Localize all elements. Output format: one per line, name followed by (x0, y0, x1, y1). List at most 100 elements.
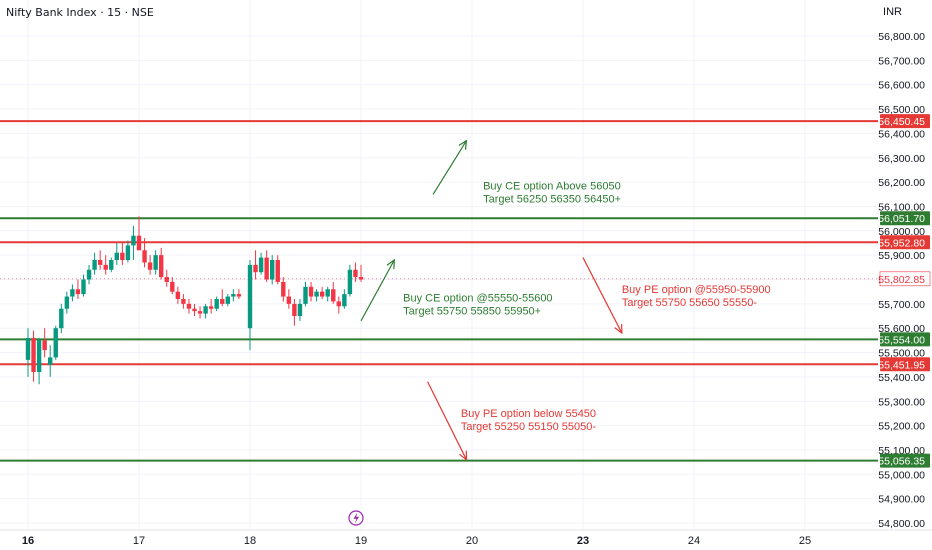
horizontal-levels (0, 120, 878, 462)
arrow-head (458, 450, 468, 461)
candle-body (97, 260, 103, 265)
level-price-label: 55,554.00 (878, 334, 925, 346)
chart-title: Nifty Bank Index · 15 · NSE (6, 6, 154, 19)
price-tick-label: 56,000.00 (878, 226, 925, 238)
annotation-line: Buy PE option @55950-55900 (622, 284, 771, 296)
arrow-head (458, 139, 468, 150)
price-tick-label: 56,600.00 (878, 80, 925, 92)
grid-lines (0, 0, 878, 530)
candle-body (286, 296, 292, 304)
candle-body (86, 269, 92, 280)
candle-body (75, 289, 81, 295)
candle-body (208, 306, 214, 309)
trade-annotations: Buy CE option Above 56050 Target 56250 56… (403, 180, 770, 433)
price-tick-label: 55,500.00 (878, 348, 925, 360)
candle-body (81, 279, 86, 295)
candle-body (136, 235, 142, 251)
candle-body (103, 264, 108, 270)
candle-body (308, 286, 314, 297)
price-tick-label: 56,100.00 (878, 201, 925, 213)
candle-body (220, 298, 225, 304)
trend-arrows (360, 139, 623, 461)
candle-body (236, 294, 242, 297)
annotation-line: Target 55250 55150 55050- (461, 421, 597, 433)
candle-body (70, 289, 75, 297)
candle-body (258, 257, 264, 273)
price-tick-label: 55,900.00 (878, 250, 925, 262)
level-price-label: 55,056.35 (878, 456, 925, 468)
candle-body (53, 328, 58, 358)
candle-body (331, 289, 336, 302)
candle-body (170, 281, 175, 292)
arrow-head (614, 324, 623, 335)
time-tick-label: 25 (799, 535, 811, 547)
candle-body (353, 269, 358, 278)
candle-body (197, 311, 203, 314)
candle-body (25, 337, 31, 360)
candle-body (325, 289, 330, 297)
candle-body (347, 269, 353, 295)
candle-body (292, 303, 297, 317)
annotation-line: Buy CE option Above 56050 (483, 180, 621, 192)
candle-body (131, 235, 136, 246)
candlestick-series (25, 216, 364, 385)
price-tick-label: 54,900.00 (878, 494, 925, 506)
price-tick-label: 55,200.00 (878, 421, 925, 433)
candle-body (59, 308, 64, 329)
time-axis[interactable]: 16 17 18 19 20 23 24 25 (0, 529, 932, 550)
time-tick-label: 23 (577, 535, 589, 547)
lightning-icon[interactable] (348, 510, 364, 526)
candle-body (303, 286, 308, 304)
candle-body (281, 281, 286, 297)
arrow-shaft (432, 140, 467, 195)
candle-body (192, 308, 197, 312)
candle-body (247, 264, 253, 329)
level-price-label-bg (880, 453, 930, 468)
annotation-line: Buy CE option @55550-55600 (403, 292, 552, 304)
price-tick-label: 55,300.00 (878, 396, 925, 408)
candle-body (214, 298, 219, 309)
time-axis-bg (0, 530, 932, 550)
price-tick-label: 56,200.00 (878, 177, 925, 189)
candle-body (109, 260, 114, 270)
arrow-shaft (427, 381, 467, 460)
annotation-line: Target 56250 56350 56450+ (483, 193, 621, 205)
candle-body (358, 277, 364, 280)
price-tick-label: 56,400.00 (878, 128, 925, 140)
candle-body (64, 296, 70, 309)
candle-body (120, 252, 125, 261)
price-tick-label: 55,700.00 (878, 299, 925, 311)
price-tick-label: 56,800.00 (878, 31, 925, 43)
price-tick-label: 55,000.00 (878, 469, 925, 481)
annotation-line: Target 55750 55650 55550- (622, 297, 758, 309)
level-price-label: 56,450.45 (878, 116, 925, 128)
price-tick-label: 55,400.00 (878, 372, 925, 384)
level-price-label-bg (880, 211, 930, 226)
candle-body (253, 264, 258, 273)
annotation-text: Buy PE option @55950-55900 Target 55750 5… (622, 284, 771, 309)
candle-body (125, 245, 131, 261)
candle-body (153, 255, 158, 270)
price-tick-label: 56,500.00 (878, 104, 925, 116)
candle-body (181, 298, 186, 304)
price-axis[interactable]: 54,800.0054,900.0055,000.0055,100.0055,2… (878, 0, 932, 550)
candle-body (342, 294, 347, 307)
arrow-head (386, 258, 395, 270)
time-tick-label: 19 (355, 535, 367, 547)
time-tick-label: 18 (244, 535, 256, 547)
candle-body (92, 260, 97, 270)
annotation-line: Target 55750 55850 55950+ (403, 305, 541, 317)
candle-body (186, 303, 192, 309)
price-tick-label: 55,600.00 (878, 323, 925, 335)
candle-body (159, 255, 164, 278)
candle-body (164, 277, 169, 282)
price-tick-label: 56,300.00 (878, 153, 925, 165)
lightning-icon-glyph (353, 512, 359, 524)
level-price-label-bg (880, 332, 930, 347)
level-price-label-bg (880, 114, 930, 129)
price-tick-label: 54,800.00 (878, 518, 925, 530)
time-tick-label: 20 (466, 535, 478, 547)
candle-body (314, 291, 319, 297)
price-tick-label: 56,700.00 (878, 55, 925, 67)
